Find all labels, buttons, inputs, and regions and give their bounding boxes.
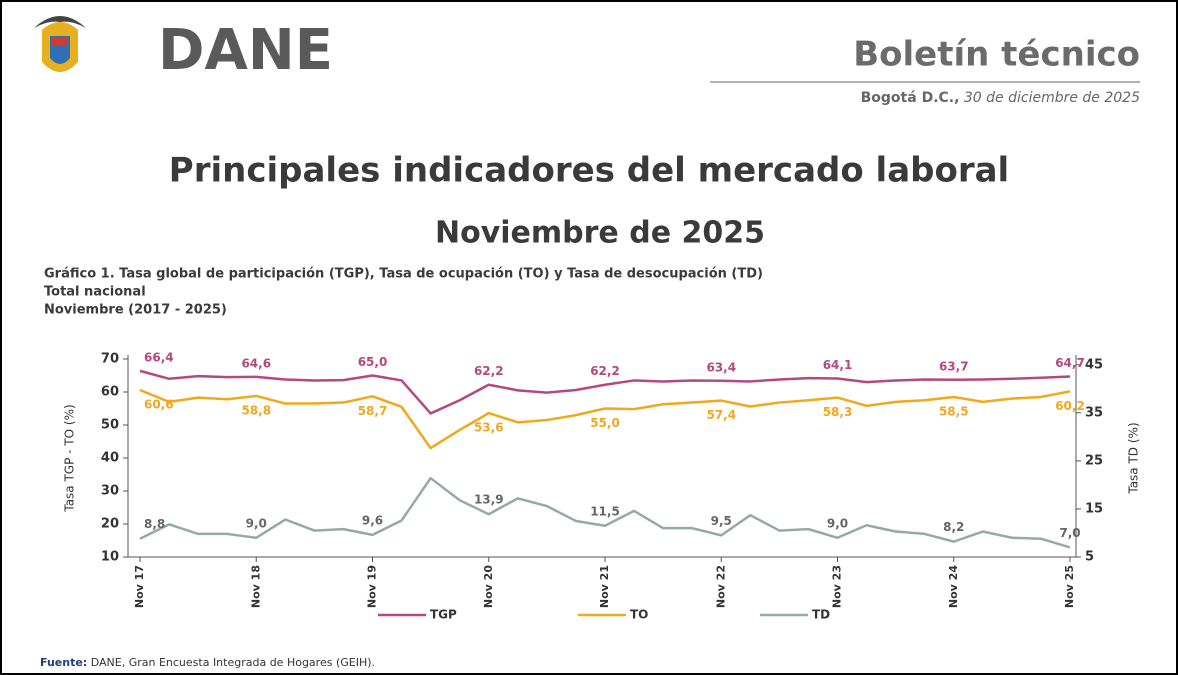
x-tick-label: Nov 20 [482, 565, 495, 608]
legend-label: TGP [430, 608, 457, 622]
x-tick-label: Nov 22 [714, 565, 727, 608]
data-label: 62,2 [590, 364, 620, 378]
header-dateline: Bogotá D.C., 30 de diciembre de 2025 [861, 90, 1140, 106]
series-line [139, 369, 1071, 415]
main-title: Principales indicadores del mercado labo… [169, 151, 1009, 191]
x-tick-label: Nov 17 [133, 565, 146, 608]
chart-subtitle: Total nacional [44, 285, 146, 300]
data-label: 62,2 [474, 364, 504, 378]
data-label: 58,8 [241, 403, 271, 417]
legend-label: TO [630, 608, 648, 622]
logo-text: DANE [158, 18, 333, 83]
y-tick-label: 40 [101, 451, 119, 466]
data-label: 53,6 [474, 421, 504, 435]
data-label: 7,0 [1059, 526, 1080, 540]
data-label: 9,5 [711, 514, 732, 528]
data-label: 64,7 [1055, 356, 1085, 370]
data-label: 9,6 [362, 513, 383, 527]
logo-emblem [34, 16, 86, 72]
y-tick-label: 50 [101, 418, 119, 433]
x-tick-label: Nov 18 [249, 565, 262, 608]
data-label: 58,7 [358, 404, 388, 418]
x-tick-label: Nov 23 [831, 565, 844, 608]
data-label: 8,2 [943, 520, 964, 534]
x-tick-label: Nov 25 [1063, 565, 1076, 608]
y-tick-label: 10 [101, 550, 119, 565]
x-tick-label: Nov 19 [366, 565, 379, 608]
place: Bogotá D.C., [861, 90, 960, 106]
data-label: 13,9 [474, 493, 504, 507]
y2-tick-label: 25 [1085, 453, 1103, 468]
data-label: 64,1 [823, 358, 853, 372]
data-label: 63,4 [706, 360, 736, 374]
series-line [139, 388, 1071, 450]
source-text: DANE, Gran Encuesta Integrada de Hogares… [91, 656, 375, 669]
data-label: 60,2 [1055, 399, 1085, 413]
y-tick-label: 20 [101, 517, 119, 532]
source-note: Fuente: DANE, Gran Encuesta Integrada de… [40, 656, 375, 669]
data-label: 60,6 [144, 398, 174, 412]
series-line [139, 476, 1071, 549]
data-label: 55,0 [590, 416, 620, 430]
data-label: 11,5 [590, 504, 620, 518]
data-label: 58,3 [823, 405, 853, 419]
chart-title: Gráfico 1. Tasa global de participación … [44, 267, 763, 282]
data-label: 9,0 [827, 516, 848, 530]
date: 30 de diciembre de 2025 [964, 90, 1140, 106]
legend-label: TD [812, 608, 830, 622]
data-label: 63,7 [939, 359, 969, 373]
bulletin-title: Boletín técnico [853, 35, 1140, 75]
y-tick-label: 60 [101, 385, 119, 400]
chart-subtitle: Noviembre (2017 - 2025) [44, 303, 227, 318]
y2-tick-label: 35 [1085, 405, 1103, 420]
data-label: 64,6 [241, 356, 271, 370]
x-tick-label: Nov 24 [947, 565, 960, 608]
x-tick-label: Nov 21 [598, 565, 611, 608]
main-subtitle: Noviembre de 2025 [435, 216, 765, 251]
y2-tick-label: 15 [1085, 501, 1103, 516]
y2-tick-label: 5 [1085, 550, 1094, 565]
data-label: 8,8 [144, 517, 165, 531]
y-tick-label: 70 [101, 352, 119, 367]
source-label: Fuente: [40, 656, 87, 669]
data-label: 9,0 [246, 516, 267, 530]
y-tick-label: 30 [101, 484, 119, 499]
data-label: 58,5 [939, 404, 969, 418]
data-label: 66,4 [144, 350, 174, 364]
y2-axis-title: Tasa TD (%) [1127, 422, 1141, 494]
y-axis-title: Tasa TGP - TO (%) [63, 404, 77, 512]
data-label: 57,4 [706, 408, 736, 422]
data-label: 65,0 [358, 355, 388, 369]
y2-tick-label: 45 [1085, 357, 1103, 372]
